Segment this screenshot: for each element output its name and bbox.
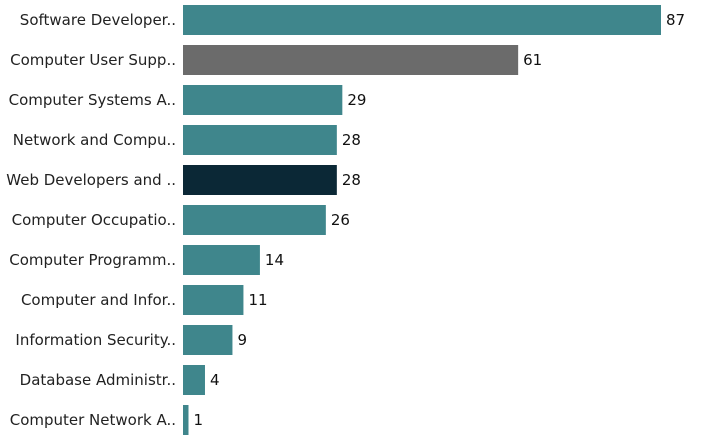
value-label: 26 bbox=[331, 211, 350, 229]
category-labels-group: Software Developer.. Computer User Supp..… bbox=[6, 11, 176, 429]
category-label: Database Administr.. bbox=[20, 371, 176, 389]
value-label: 9 bbox=[237, 331, 247, 349]
bars-group bbox=[183, 5, 661, 435]
bar bbox=[183, 165, 337, 195]
category-label: Computer Occupatio.. bbox=[12, 211, 176, 229]
bar bbox=[183, 125, 337, 155]
value-label: 87 bbox=[666, 11, 685, 29]
bar bbox=[183, 365, 205, 395]
bar bbox=[183, 285, 244, 315]
category-label: Computer and Infor.. bbox=[21, 291, 176, 309]
value-label: 61 bbox=[523, 51, 542, 69]
bar bbox=[183, 5, 661, 35]
category-label: Computer Network A.. bbox=[10, 411, 176, 429]
bar bbox=[183, 85, 343, 115]
value-labels-group: 87 61 29 28 28 26 14 11 9 4 1 bbox=[193, 11, 685, 429]
value-label: 1 bbox=[193, 411, 203, 429]
value-label: 14 bbox=[265, 251, 284, 269]
bar bbox=[183, 205, 326, 235]
bar bbox=[183, 325, 233, 355]
value-label: 28 bbox=[342, 171, 361, 189]
bar bbox=[183, 45, 519, 75]
category-label: Software Developer.. bbox=[20, 11, 176, 29]
value-label: 11 bbox=[248, 291, 267, 309]
category-label: Web Developers and .. bbox=[6, 171, 176, 189]
value-label: 4 bbox=[210, 371, 220, 389]
value-label: 28 bbox=[342, 131, 361, 149]
category-label: Computer User Supp.. bbox=[10, 51, 176, 69]
category-label: Computer Programm.. bbox=[9, 251, 176, 269]
category-label: Computer Systems A.. bbox=[9, 91, 176, 109]
category-label: Information Security.. bbox=[15, 331, 176, 349]
value-label: 29 bbox=[347, 91, 366, 109]
category-label: Network and Compu.. bbox=[13, 131, 176, 149]
bar bbox=[183, 245, 260, 275]
bar bbox=[183, 405, 189, 435]
